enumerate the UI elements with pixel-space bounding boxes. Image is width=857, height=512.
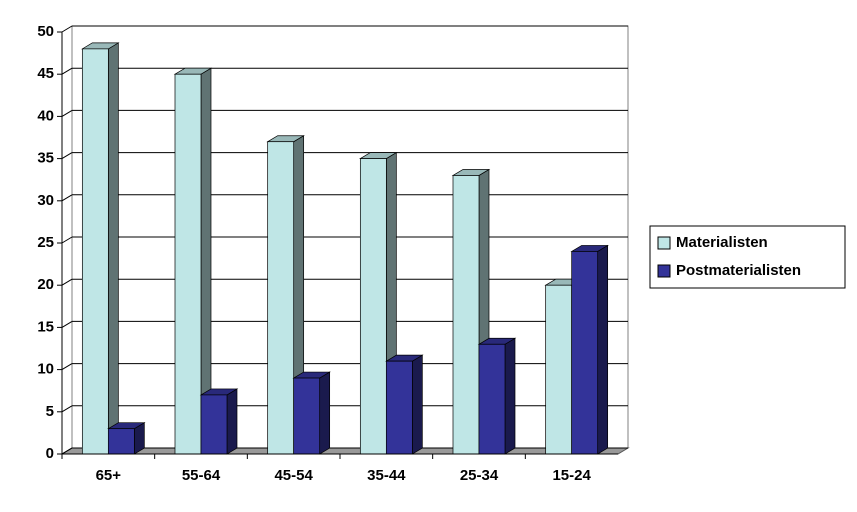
y-tick-label: 45 xyxy=(37,65,54,82)
grid-diagonal xyxy=(61,67,73,75)
y-tick-label: 40 xyxy=(37,107,54,124)
grid-diagonal xyxy=(61,320,73,328)
bar xyxy=(385,360,413,455)
x-tick-label: 45-54 xyxy=(274,467,313,484)
grid-diagonal xyxy=(61,194,73,202)
grid-diagonal xyxy=(61,405,73,413)
y-tick-label: 15 xyxy=(37,318,54,335)
bar-side xyxy=(504,337,516,455)
y-tick-label: 30 xyxy=(37,192,54,209)
bar xyxy=(267,141,295,455)
x-tick-label: 65+ xyxy=(96,467,122,484)
bar-side xyxy=(597,244,609,455)
bar-side xyxy=(319,371,331,455)
x-tick-label: 15-24 xyxy=(552,467,591,484)
grid-diagonal xyxy=(61,109,73,117)
grid-diagonal xyxy=(61,447,73,455)
legend-label: Postmaterialisten xyxy=(676,262,801,279)
bar xyxy=(81,48,109,455)
x-tick-label: 25-34 xyxy=(460,467,499,484)
grid-diagonal xyxy=(61,236,73,244)
bar xyxy=(359,158,387,455)
legend-swatch xyxy=(657,264,671,278)
bar-side xyxy=(226,388,238,455)
bar xyxy=(478,343,506,455)
y-tick-label: 20 xyxy=(37,276,54,293)
floor xyxy=(60,447,630,455)
y-tick-label: 10 xyxy=(37,361,54,378)
y-tick-label: 50 xyxy=(37,23,54,40)
y-tick-label: 5 xyxy=(46,403,54,420)
grid-diagonal xyxy=(61,152,73,160)
bar xyxy=(545,284,573,455)
x-tick-label: 35-44 xyxy=(367,467,406,484)
bar xyxy=(571,251,599,455)
bar-side xyxy=(107,42,119,455)
y-tick-label: 35 xyxy=(37,150,54,167)
legend-swatch xyxy=(657,236,671,250)
bar xyxy=(293,377,321,455)
legend-box xyxy=(649,225,846,289)
bar xyxy=(174,73,202,455)
x-tick-label: 55-64 xyxy=(182,467,221,484)
bar xyxy=(107,428,135,455)
y-tick-label: 0 xyxy=(46,445,54,462)
bar xyxy=(200,394,228,455)
grid-diagonal xyxy=(61,363,73,371)
bar-side xyxy=(411,354,423,455)
grid-diagonal xyxy=(61,25,73,33)
legend-label: Materialisten xyxy=(676,234,768,251)
grid-diagonal xyxy=(61,278,73,286)
y-tick-label: 25 xyxy=(37,234,54,251)
bar xyxy=(452,175,480,455)
